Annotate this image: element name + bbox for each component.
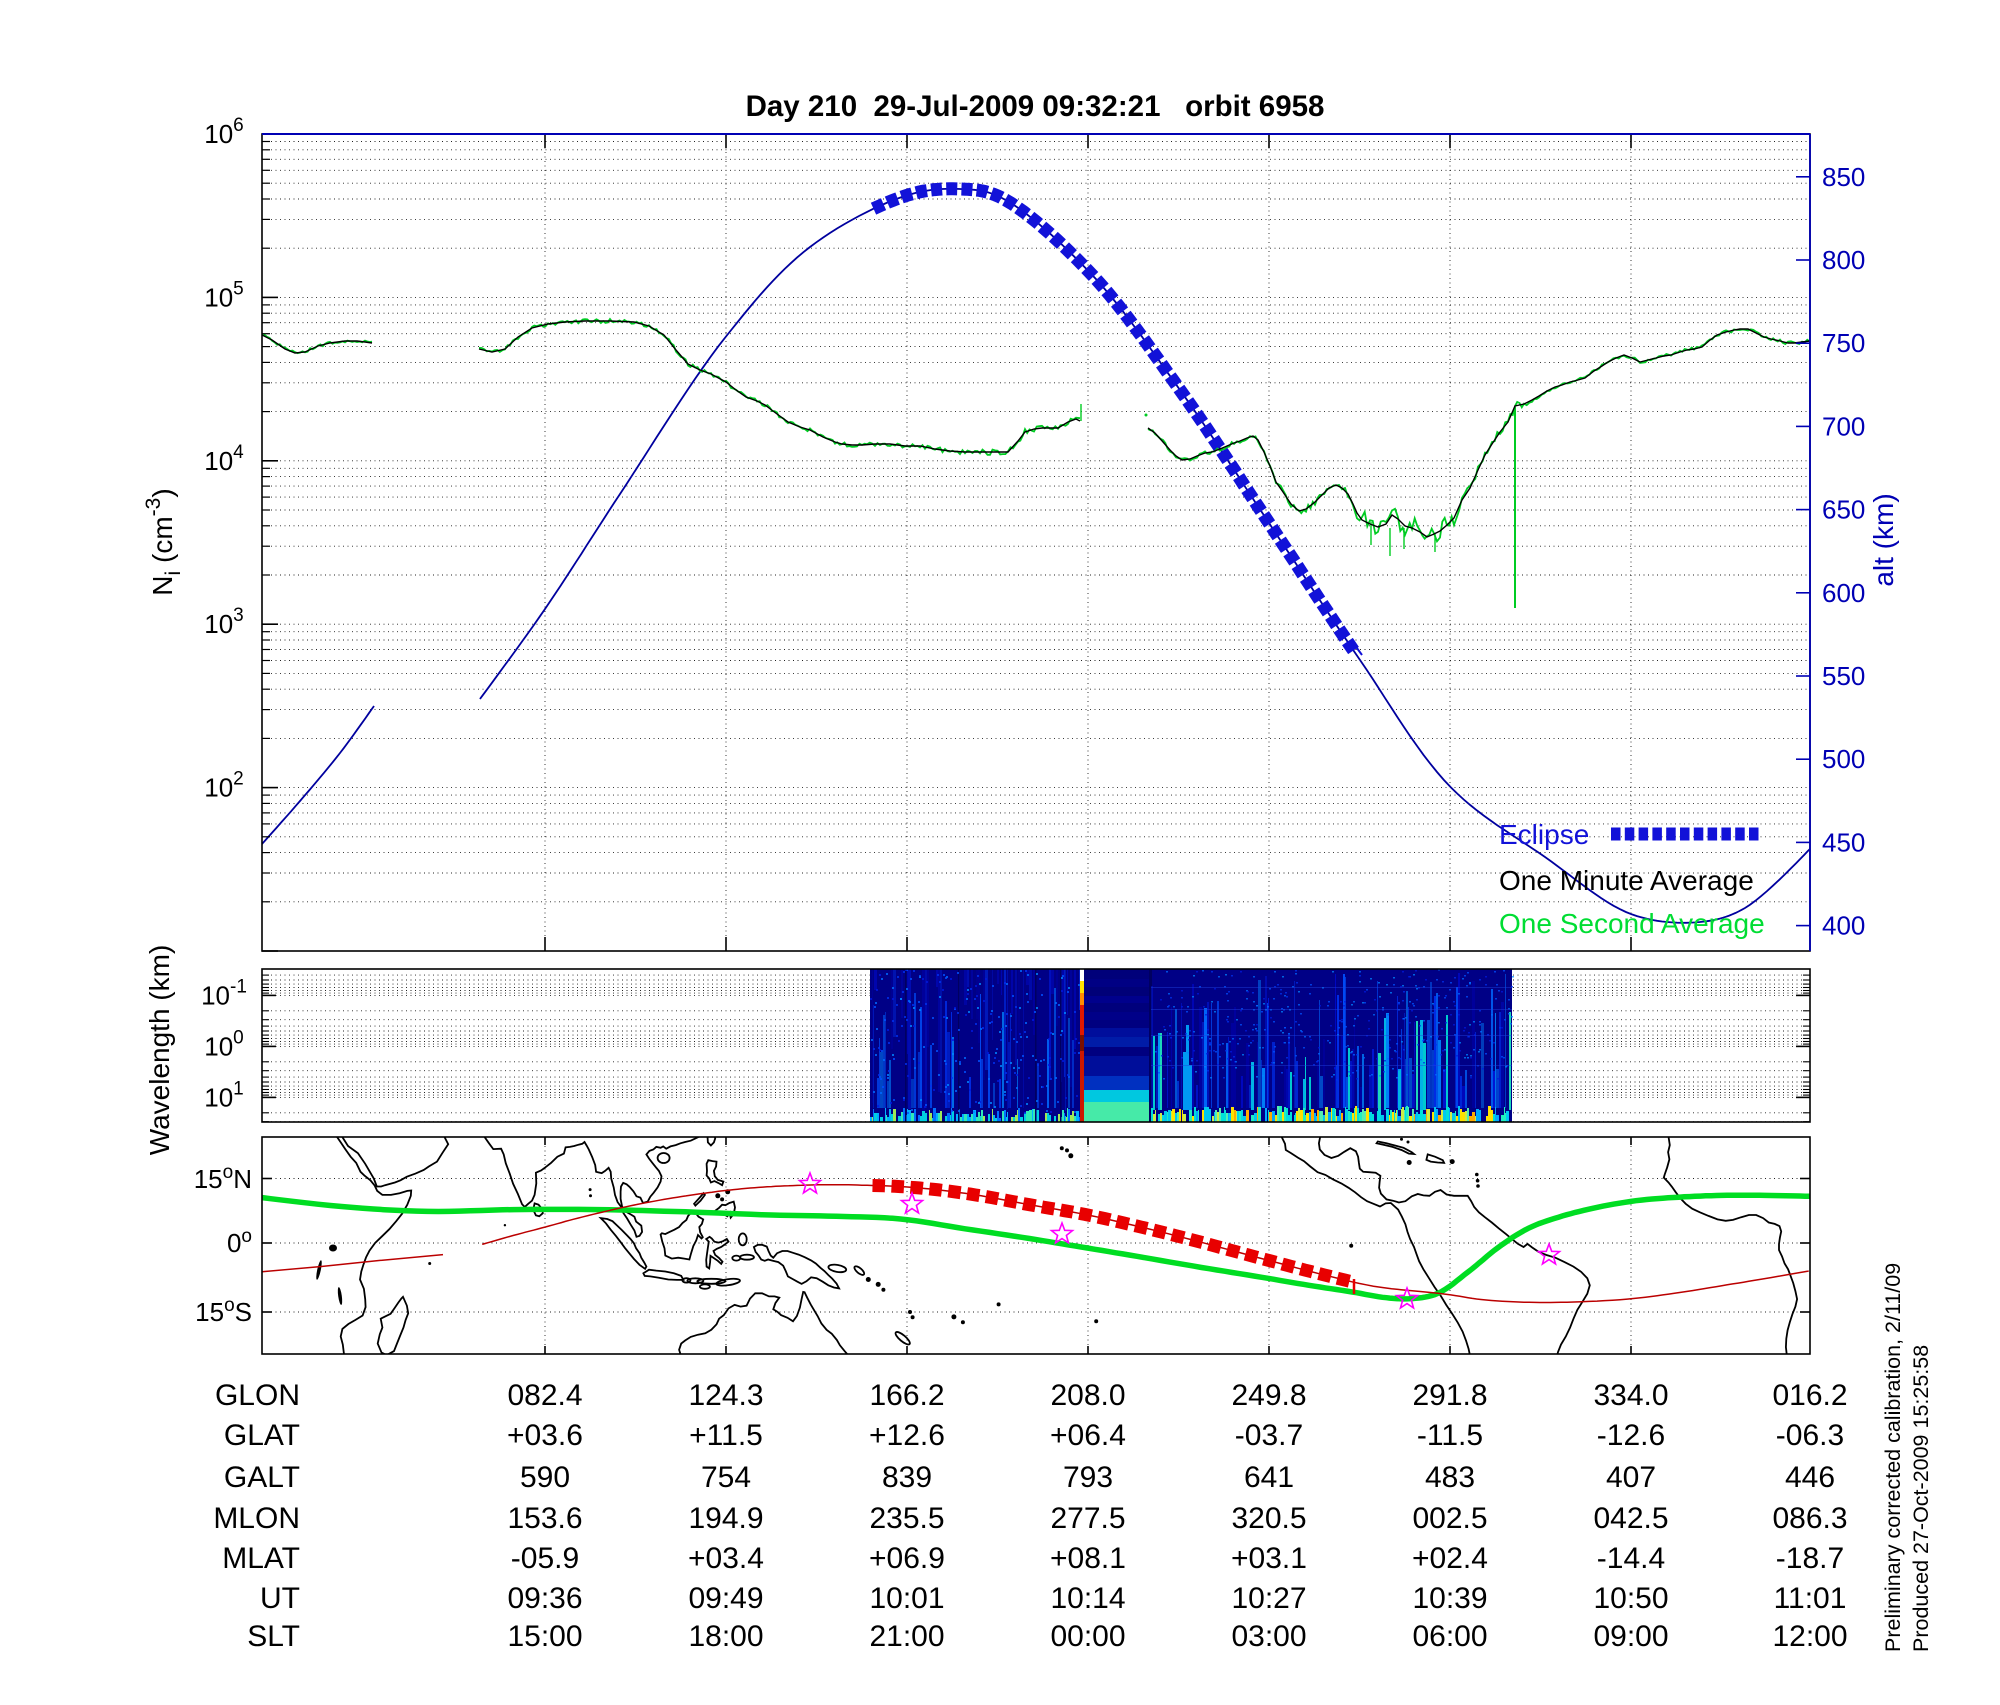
svg-text:450: 450 [1822,827,1865,857]
svg-text:-18.7: -18.7 [1776,1542,1844,1575]
svg-text:15oS: 15oS [195,1295,252,1327]
svg-text:-03.7: -03.7 [1235,1419,1303,1452]
svg-text:09:49: 09:49 [688,1582,763,1615]
svg-text:+06.4: +06.4 [1050,1419,1126,1452]
svg-text:UT: UT [260,1582,300,1615]
svg-text:016.2: 016.2 [1772,1379,1847,1412]
svg-text:500: 500 [1822,744,1865,774]
svg-text:12:00: 12:00 [1772,1620,1847,1653]
svg-text:One Minute Average: One Minute Average [1499,865,1754,896]
svg-text:11:01: 11:01 [1774,1582,1847,1615]
svg-text:334.0: 334.0 [1593,1379,1668,1412]
svg-text:+12.6: +12.6 [869,1419,945,1452]
svg-text:793: 793 [1063,1461,1113,1494]
svg-text:002.5: 002.5 [1412,1502,1487,1535]
svg-text:641: 641 [1244,1461,1294,1494]
svg-text:SLT: SLT [247,1620,300,1653]
svg-text:+03.1: +03.1 [1231,1542,1307,1575]
svg-text:21:00: 21:00 [869,1620,944,1653]
svg-text:09:36: 09:36 [507,1582,582,1615]
svg-text:754: 754 [701,1461,751,1494]
svg-text:One Second Average: One Second Average [1499,908,1765,939]
svg-text:alt (km): alt (km) [1868,493,1899,586]
svg-text:GLAT: GLAT [224,1419,300,1452]
svg-text:042.5: 042.5 [1593,1502,1668,1535]
svg-text:+06.9: +06.9 [869,1542,945,1575]
svg-text:-14.4: -14.4 [1597,1542,1665,1575]
svg-text:650: 650 [1822,495,1865,525]
svg-text:800: 800 [1822,245,1865,275]
svg-text:590: 590 [520,1461,570,1494]
svg-text:15:00: 15:00 [507,1620,582,1653]
svg-text:082.4: 082.4 [507,1379,582,1412]
svg-text:700: 700 [1822,411,1865,441]
svg-text:GLON: GLON [215,1379,300,1412]
svg-text:MLAT: MLAT [222,1542,300,1575]
svg-text:277.5: 277.5 [1050,1502,1125,1535]
svg-text:+02.4: +02.4 [1412,1542,1488,1575]
svg-text:10:27: 10:27 [1231,1582,1306,1615]
svg-text:+03.6: +03.6 [507,1419,583,1452]
svg-text:Wavelength (km): Wavelength (km) [144,945,175,1156]
svg-text:18:00: 18:00 [688,1620,763,1653]
svg-text:10:50: 10:50 [1593,1582,1668,1615]
svg-text:483: 483 [1425,1461,1475,1494]
svg-text:-05.9: -05.9 [511,1542,579,1575]
svg-text:Produced 27-Oct-2009 15:25:58: Produced 27-Oct-2009 15:25:58 [1909,1345,1933,1652]
svg-text:750: 750 [1822,328,1865,358]
svg-text:10:39: 10:39 [1412,1582,1487,1615]
svg-text:Eclipse: Eclipse [1499,819,1589,850]
svg-text:839: 839 [882,1461,932,1494]
svg-text:-12.6: -12.6 [1597,1419,1665,1452]
svg-text:153.6: 153.6 [507,1502,582,1535]
svg-text:03:00: 03:00 [1231,1620,1306,1653]
svg-text:10:14: 10:14 [1050,1582,1125,1615]
svg-text:291.8: 291.8 [1412,1379,1487,1412]
svg-text:Preliminary corrected calibrat: Preliminary corrected calibration, 2/11/… [1881,1263,1905,1652]
svg-text:10:01: 10:01 [869,1582,944,1615]
svg-text:235.5: 235.5 [869,1502,944,1535]
svg-text:249.8: 249.8 [1231,1379,1306,1412]
svg-text:400: 400 [1822,911,1865,941]
svg-text:09:00: 09:00 [1593,1620,1668,1653]
svg-text:124.3: 124.3 [688,1379,763,1412]
svg-text:446: 446 [1785,1461,1835,1494]
svg-text:GALT: GALT [224,1461,300,1494]
svg-text:+08.1: +08.1 [1050,1542,1126,1575]
svg-text:+11.5: +11.5 [689,1419,763,1452]
svg-text:208.0: 208.0 [1050,1379,1125,1412]
svg-text:-06.3: -06.3 [1776,1419,1844,1452]
svg-text:320.5: 320.5 [1231,1502,1306,1535]
svg-text:06:00: 06:00 [1412,1620,1487,1653]
svg-text:850: 850 [1822,162,1865,192]
svg-text:194.9: 194.9 [688,1502,763,1535]
svg-text:0o: 0o [227,1226,252,1258]
svg-text:-11.5: -11.5 [1417,1419,1483,1452]
svg-text:600: 600 [1822,578,1865,608]
svg-text:166.2: 166.2 [869,1379,944,1412]
svg-text:407: 407 [1606,1461,1656,1494]
svg-text:086.3: 086.3 [1772,1502,1847,1535]
svg-text:MLON: MLON [213,1502,300,1535]
svg-text:00:00: 00:00 [1050,1620,1125,1653]
svg-text:103: 103 [204,605,244,639]
svg-text:550: 550 [1822,661,1865,691]
svg-text:Day 210 29-Jul-2009 09:32:21: Day 210 29-Jul-2009 09:32:21 orbit 6958 [746,90,1325,123]
svg-text:+03.4: +03.4 [688,1542,764,1575]
